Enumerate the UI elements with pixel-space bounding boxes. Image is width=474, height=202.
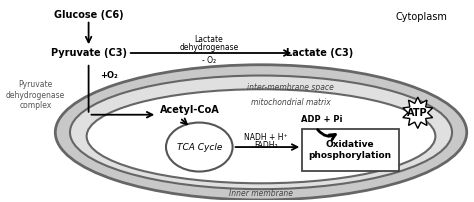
Ellipse shape — [70, 76, 452, 189]
Text: Lactate (C3): Lactate (C3) — [286, 48, 354, 58]
Text: Pyruvate (C3): Pyruvate (C3) — [51, 48, 127, 58]
Text: Lactate: Lactate — [195, 35, 223, 44]
FancyBboxPatch shape — [301, 129, 399, 171]
Polygon shape — [403, 97, 433, 128]
Text: +O₂: +O₂ — [100, 71, 118, 80]
Text: Pyruvate
dehydrogenase
complex: Pyruvate dehydrogenase complex — [6, 80, 65, 110]
Text: - O₂: - O₂ — [202, 56, 216, 65]
Text: inter-membrane space: inter-membrane space — [247, 83, 334, 92]
Ellipse shape — [166, 123, 233, 171]
Ellipse shape — [87, 89, 436, 183]
Text: NADH + H⁺: NADH + H⁺ — [244, 133, 288, 142]
Text: Glucose (C6): Glucose (C6) — [54, 10, 123, 20]
Text: dehydrogenase: dehydrogenase — [180, 43, 239, 52]
Text: Inner membrane: Inner membrane — [229, 189, 293, 198]
Text: Oxidative
phosphorylation: Oxidative phosphorylation — [309, 140, 392, 160]
Text: ADP + Pi: ADP + Pi — [301, 115, 343, 124]
Text: Cytoplasm: Cytoplasm — [395, 12, 447, 22]
Text: TCA Cycle: TCA Cycle — [177, 143, 222, 152]
Text: Acetyl-CoA: Acetyl-CoA — [160, 105, 220, 115]
Text: FADH₂: FADH₂ — [254, 141, 278, 150]
Text: ATP: ATP — [408, 108, 428, 118]
Text: mitochondrial matrix: mitochondrial matrix — [251, 98, 330, 107]
Ellipse shape — [55, 65, 467, 200]
